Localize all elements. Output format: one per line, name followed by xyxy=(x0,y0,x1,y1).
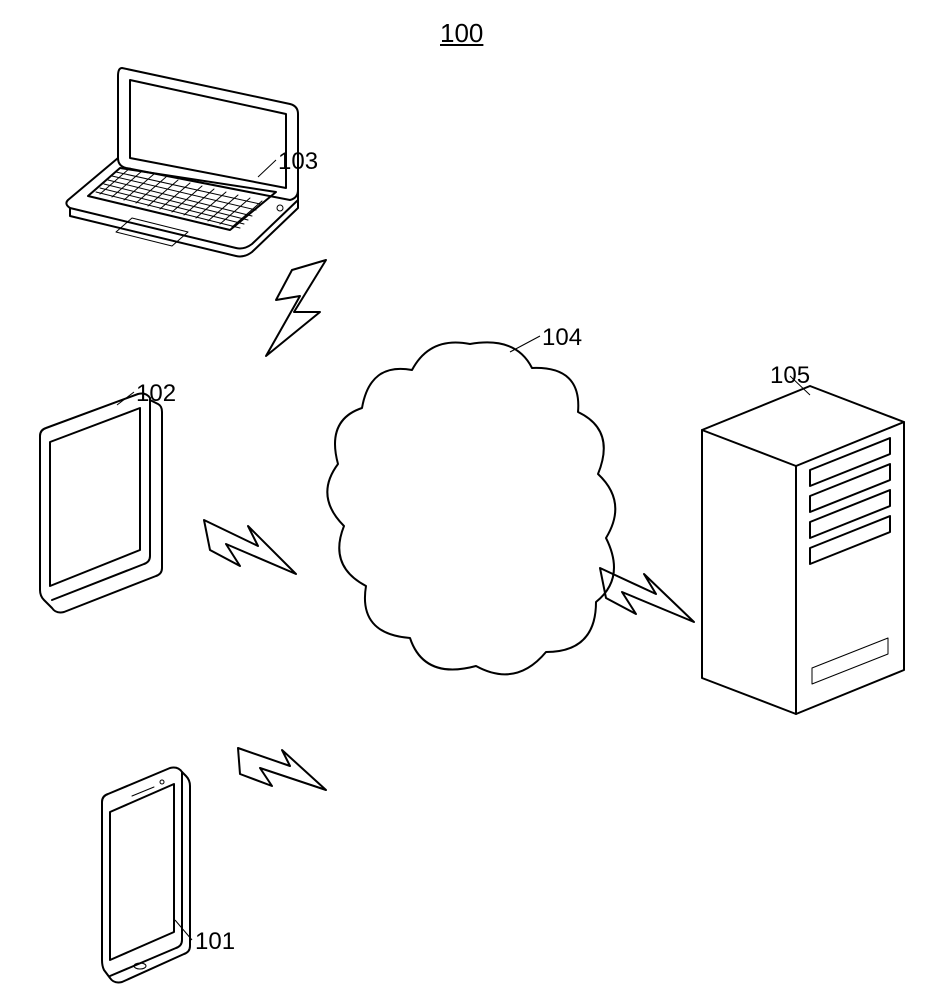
leader-laptop xyxy=(258,160,276,177)
leader-phone xyxy=(175,920,192,940)
leader-tablet xyxy=(117,392,134,405)
label-cloud: 104 xyxy=(542,324,582,352)
leaders xyxy=(0,0,941,1000)
leader-cloud xyxy=(510,336,540,352)
label-phone: 101 xyxy=(195,928,235,956)
label-tablet: 102 xyxy=(136,380,176,408)
diagram-stage: 100 xyxy=(0,0,941,1000)
label-laptop: 103 xyxy=(278,148,318,176)
label-server: 105 xyxy=(770,362,810,390)
